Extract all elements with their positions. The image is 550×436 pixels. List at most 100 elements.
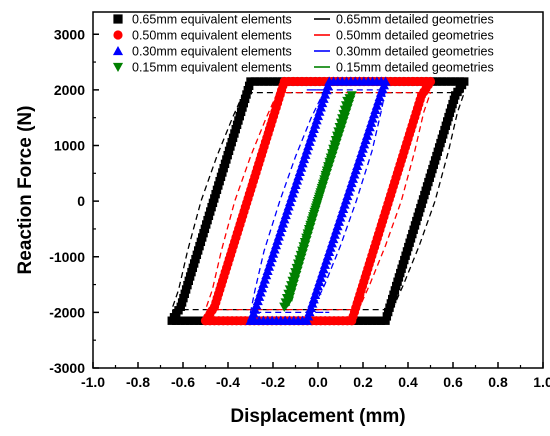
equivalent-marker (426, 169, 436, 178)
legend-item: 0.65mm equivalent elements (113, 13, 292, 27)
equivalent-marker (215, 176, 224, 186)
y-tick-label: -2000 (49, 304, 85, 320)
equivalent-marker (445, 108, 455, 117)
equivalent-marker (210, 194, 219, 203)
legend-item: 0.30mm detailed geometries (314, 45, 494, 59)
equivalent-marker (188, 263, 198, 273)
equivalent-marker (437, 134, 447, 143)
equivalent-marker (246, 77, 255, 86)
y-axis-title: Reaction Force (N) (15, 106, 36, 275)
equivalent-marker (177, 298, 187, 307)
legend-marker (113, 14, 123, 24)
equivalent-marker (236, 107, 246, 117)
legend-label: 0.15mm detailed geometries (336, 61, 494, 75)
legend-marker (113, 30, 123, 40)
x-axis-title: Displacement (mm) (230, 406, 405, 427)
equivalent-marker (424, 177, 433, 187)
equivalent-marker (199, 228, 208, 238)
equivalent-marker (418, 195, 428, 204)
x-tick-label: -0.6 (171, 374, 195, 390)
equivalent-marker (227, 137, 236, 147)
x-tick-label: 0.8 (488, 374, 508, 390)
equivalent-marker (412, 216, 421, 226)
equivalent-marker (402, 247, 412, 256)
equivalent-marker (220, 159, 230, 169)
equivalent-marker (239, 98, 248, 108)
equivalent-marker (363, 316, 372, 325)
legend-item: 0.15mm detailed geometries (314, 61, 494, 75)
equivalent-marker (376, 316, 386, 325)
equivalent-marker (383, 307, 393, 317)
legend-item: 0.15mm equivalent elements (112, 61, 292, 75)
equivalent-marker (394, 273, 404, 282)
y-tick-label: 0 (77, 193, 85, 209)
equivalent-marker (223, 150, 232, 160)
legend-item: 0.30mm equivalent elements (112, 45, 292, 59)
equivalent-marker (243, 85, 253, 95)
legend-item: 0.50mm equivalent elements (113, 29, 292, 43)
equivalent-marker (226, 142, 235, 151)
equivalent-marker (446, 77, 456, 86)
equivalent-marker (417, 199, 426, 208)
equivalent-marker (238, 103, 247, 112)
equivalent-marker (202, 220, 211, 229)
equivalent-marker (214, 181, 223, 190)
equivalent-marker (436, 138, 445, 148)
equivalent-marker (428, 164, 437, 174)
equivalent-marker (196, 237, 206, 247)
equivalent-marker (359, 316, 368, 325)
equivalent-marker (192, 250, 202, 260)
axis-ticks: -1.0 -0.8 -0.6 -0.4 -0.2 0.0 0.2 0.4 0.6 0.8 1.0 -3… (49, 26, 550, 390)
legend-label: 0.50mm equivalent elements (132, 29, 292, 43)
equivalent-marker (180, 316, 190, 325)
equivalent-marker (425, 173, 434, 182)
equivalent-marker (189, 316, 199, 325)
equivalent-marker (180, 289, 189, 299)
series-2 (245, 76, 391, 325)
equivalent-marker (204, 211, 214, 221)
equivalent-marker (185, 316, 194, 325)
legend-label: 0.50mm detailed geometries (336, 29, 494, 43)
equivalent-marker (396, 268, 405, 278)
equivalent-marker (176, 316, 185, 325)
x-tick-label: -0.8 (126, 374, 150, 390)
x-tick-label: 0.0 (308, 374, 328, 390)
equivalent-marker (397, 264, 406, 273)
equivalent-marker (240, 94, 250, 104)
y-tick-label: -1000 (49, 249, 85, 265)
equivalent-marker (322, 80, 333, 90)
equivalent-marker (385, 303, 394, 312)
equivalent-marker (406, 234, 416, 243)
equivalent-marker (259, 77, 269, 86)
equivalent-marker (381, 316, 390, 325)
equivalent-marker (386, 299, 396, 308)
equivalent-marker (219, 163, 228, 173)
equivalent-marker (189, 259, 199, 268)
equivalent-marker (447, 104, 456, 113)
equivalent-marker (183, 280, 192, 290)
x-tick-label: -0.2 (261, 374, 285, 390)
legend-label: 0.30mm equivalent elements (132, 45, 292, 59)
x-tick-label: 0.2 (353, 374, 373, 390)
equivalent-marker (451, 77, 460, 86)
equivalent-marker (400, 255, 409, 265)
equivalent-marker (268, 77, 277, 86)
series-1 (200, 76, 436, 326)
equivalent-marker (438, 130, 448, 139)
equivalent-marker (430, 156, 440, 165)
equivalent-marker (278, 81, 288, 91)
equivalent-marker (264, 77, 273, 86)
equivalent-marker (409, 225, 418, 234)
equivalent-marker (216, 172, 226, 182)
y-tick-label: 3000 (54, 26, 85, 42)
legend-item: 0.65mm detailed geometries (314, 13, 494, 27)
equivalent-marker (212, 185, 222, 195)
equivalent-marker (432, 151, 441, 161)
equivalent-marker (208, 198, 218, 208)
equivalent-marker (230, 129, 239, 138)
equivalent-marker (440, 125, 449, 135)
equivalent-marker (203, 215, 212, 225)
legend-item: 0.50mm detailed geometries (314, 29, 494, 43)
equivalent-marker (273, 77, 282, 86)
equivalent-marker (179, 293, 188, 303)
